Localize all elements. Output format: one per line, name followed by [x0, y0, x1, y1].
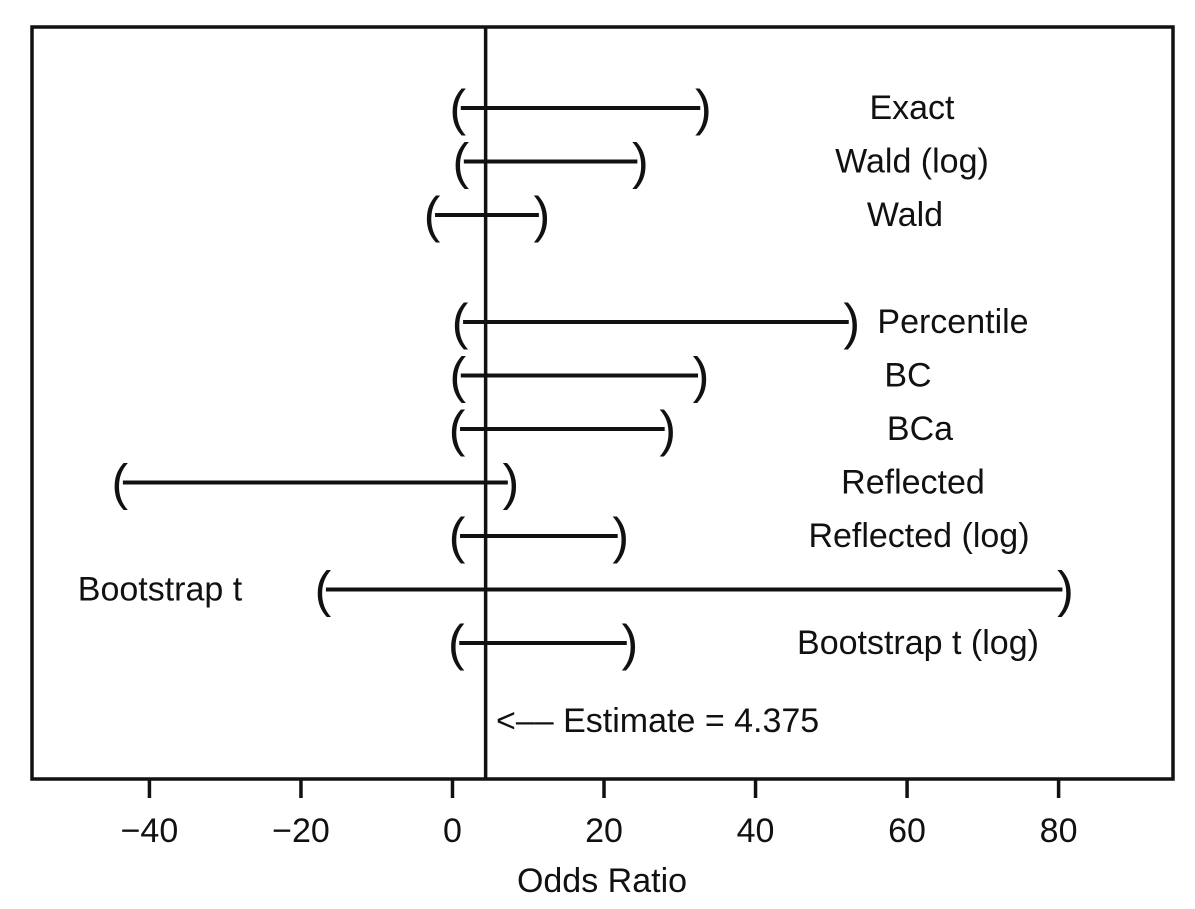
ci-open-paren: (: [449, 80, 466, 136]
x-tick-label: 60: [888, 812, 926, 850]
x-tick-label: 40: [737, 812, 775, 850]
ci-open-paren: (: [424, 187, 441, 243]
x-tick-label: 80: [1040, 812, 1078, 850]
ci-open-paren: (: [452, 294, 469, 350]
chart-layer: () Exact () Wald (log) () Wald () Percentile () B…: [30, 25, 1175, 850]
ci-open-paren: (: [449, 508, 466, 564]
ci-close-paren: ): [534, 187, 551, 243]
x-tick-label: 20: [585, 812, 623, 850]
method-label: Reflected (log): [808, 517, 1029, 555]
ci-close-paren: ): [621, 615, 638, 671]
method-label: Reflected: [841, 464, 985, 502]
estimate-annotation: <–– Estimate = 4.375: [496, 702, 819, 740]
x-tick-label: −40: [121, 812, 179, 850]
ci-open-paren: (: [449, 401, 466, 457]
method-label: Bootstrap t: [78, 571, 243, 609]
ci-close-paren: ): [1057, 562, 1074, 618]
method-label: Bootstrap t (log): [797, 624, 1039, 662]
ci-close-paren: ): [632, 134, 649, 190]
method-label: Exact: [869, 89, 955, 127]
ci-open-paren: (: [112, 455, 129, 511]
x-axis-title: Odds Ratio: [517, 862, 687, 900]
method-label: Percentile: [877, 303, 1028, 341]
ci-close-paren: ): [659, 401, 676, 457]
ci-open-paren: (: [315, 562, 332, 618]
x-tick-label: 0: [443, 812, 462, 850]
x-tick-label: −20: [272, 812, 330, 850]
ci-close-paren: ): [695, 80, 712, 136]
ci-open-paren: (: [452, 134, 469, 190]
method-label: Wald (log): [835, 143, 989, 181]
method-label: BC: [884, 357, 931, 395]
method-label: BCa: [887, 410, 953, 448]
plot-border: [30, 25, 1175, 781]
ci-close-paren: ): [502, 455, 519, 511]
ci-close-paren: ): [612, 508, 629, 564]
ci-close-paren: ): [693, 348, 710, 404]
ci-close-paren: ): [843, 294, 860, 350]
ci-open-paren: (: [448, 615, 465, 671]
method-label: Wald: [867, 196, 943, 234]
ci-open-paren: (: [449, 348, 466, 404]
